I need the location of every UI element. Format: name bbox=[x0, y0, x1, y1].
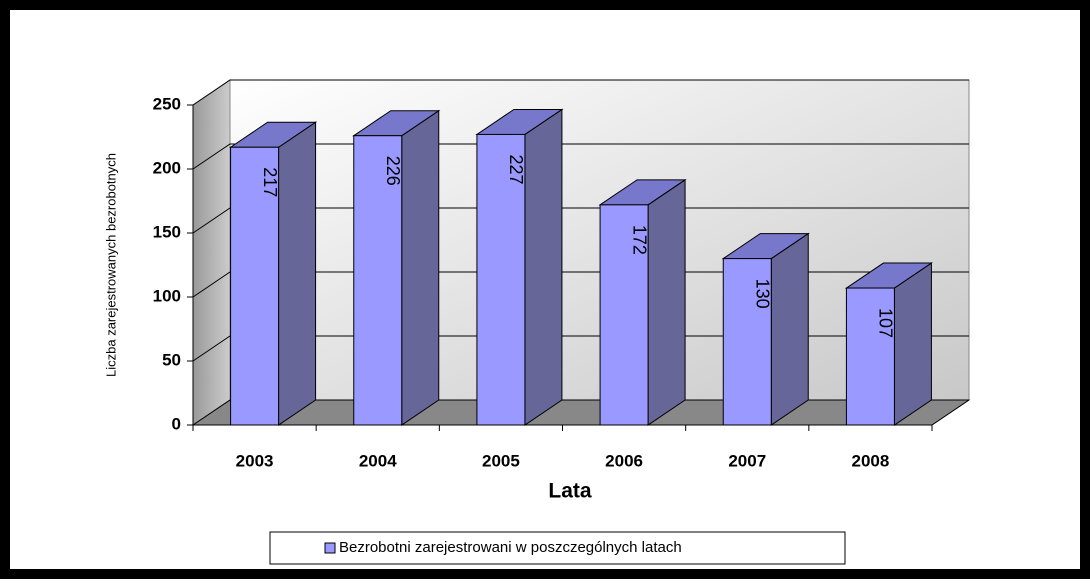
legend bbox=[269, 531, 846, 565]
x-axis-title: Lata bbox=[548, 480, 592, 503]
grid-line bbox=[192, 399, 969, 426]
bar bbox=[228, 121, 318, 426]
bar-side bbox=[647, 178, 686, 426]
bar-front bbox=[476, 133, 526, 426]
bar-front bbox=[722, 258, 772, 426]
y-tick-label: 150 bbox=[153, 222, 181, 241]
x-axis-depth bbox=[931, 399, 970, 426]
data-label: 226 bbox=[383, 156, 403, 186]
x-tick-label: 2007 bbox=[728, 451, 766, 470]
grid-line bbox=[192, 207, 969, 234]
bar-front bbox=[845, 287, 895, 426]
y-axis-title: Liczba zarejestrowanych bezrobotnych bbox=[103, 153, 118, 377]
data-label: 130 bbox=[753, 279, 773, 309]
bar-front bbox=[599, 204, 649, 426]
x-tick-label: 2003 bbox=[236, 451, 274, 470]
x-tick-label: 2008 bbox=[852, 451, 890, 470]
grid-line bbox=[192, 143, 969, 170]
bar-side bbox=[893, 262, 932, 426]
side-wall bbox=[192, 79, 231, 426]
bar-front bbox=[353, 135, 403, 426]
grid-line bbox=[192, 79, 969, 106]
data-label: 217 bbox=[260, 167, 280, 197]
legend-swatch bbox=[324, 542, 336, 554]
y-tick-label: 100 bbox=[153, 286, 181, 305]
data-label: 172 bbox=[629, 225, 649, 255]
x-tick-label: 2004 bbox=[359, 451, 397, 470]
legend-label: Bezrobotni zarejestrowani w poszczególny… bbox=[339, 539, 682, 556]
data-label: 227 bbox=[506, 154, 526, 184]
bar bbox=[844, 262, 934, 426]
bar bbox=[721, 232, 810, 426]
bar-side bbox=[401, 109, 440, 426]
data-label: 107 bbox=[876, 308, 896, 338]
bar bbox=[475, 108, 564, 426]
bar-front bbox=[230, 146, 280, 426]
bar bbox=[352, 109, 441, 426]
bar bbox=[598, 178, 687, 426]
y-tick-label: 0 bbox=[172, 414, 181, 433]
bar-side bbox=[278, 121, 317, 426]
plot: 0 50 100 150 200 250 2003 217 2004 226 2005 227 2006… bbox=[153, 79, 971, 470]
y-tick-label: 250 bbox=[153, 94, 181, 113]
grid-line bbox=[192, 335, 969, 362]
x-tick-label: 2005 bbox=[482, 451, 520, 470]
x-tick-label: 2006 bbox=[605, 451, 643, 470]
y-tick-label: 50 bbox=[162, 350, 181, 369]
bar-side bbox=[770, 232, 809, 426]
y-tick-label: 200 bbox=[153, 158, 181, 177]
grid-line bbox=[192, 271, 969, 298]
bar-side bbox=[524, 108, 563, 426]
